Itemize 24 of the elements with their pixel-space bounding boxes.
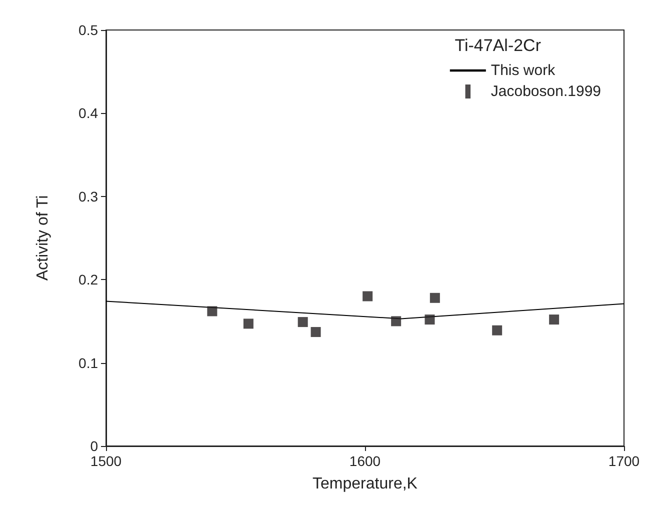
point (362, 291, 373, 302)
y-tick-label: 0.5 (78, 22, 98, 38)
legend-label: Jacoboson.1999 (490, 83, 602, 100)
point (243, 318, 254, 329)
y-tick-label: 0.1 (78, 354, 98, 371)
point (207, 306, 218, 316)
point (298, 317, 308, 328)
y-axis-title: Activity of Ti (34, 195, 52, 281)
point (424, 314, 435, 325)
point (310, 327, 321, 338)
x-tick-label: 1700 (608, 453, 640, 469)
y-tick-label: 0 (90, 438, 98, 454)
y-tick-label: 0.4 (78, 105, 98, 122)
legend-label: This work (490, 62, 556, 79)
y-tick-label: 0.2 (78, 272, 98, 288)
x-tick-label: 1500 (90, 453, 122, 469)
legend-title: Ti-47Al-2Cr (454, 36, 542, 55)
point (492, 325, 502, 336)
point (391, 316, 402, 326)
point (549, 314, 560, 325)
y-tick-label: 0.3 (78, 188, 98, 204)
x-tick-label: 1600 (349, 453, 381, 469)
point (430, 292, 440, 303)
x-axis-title: Temperature,K (312, 476, 418, 492)
